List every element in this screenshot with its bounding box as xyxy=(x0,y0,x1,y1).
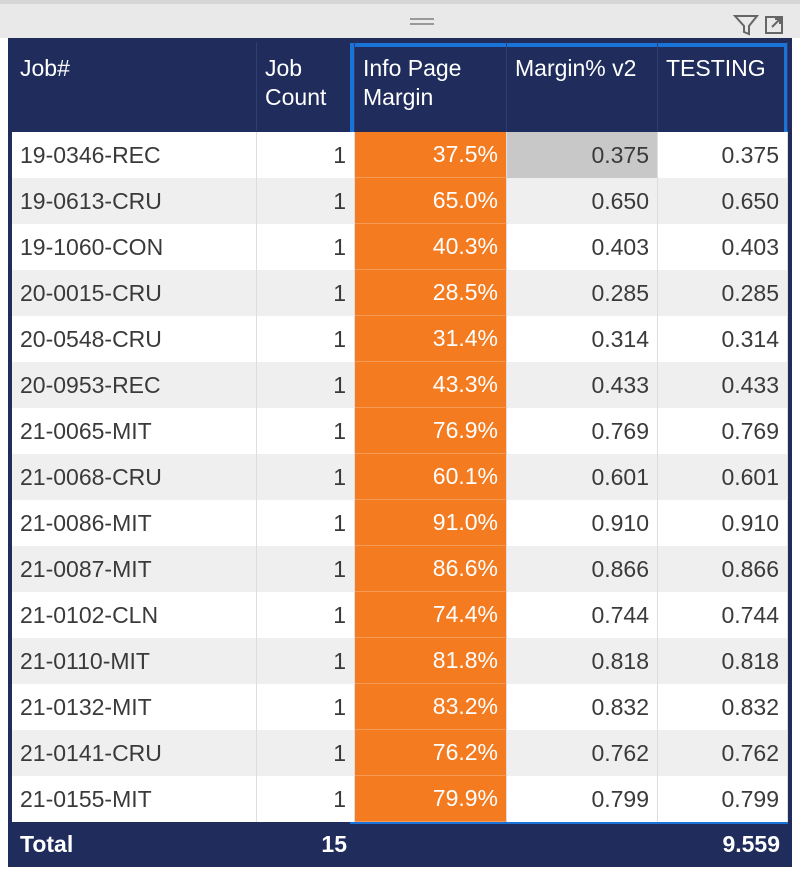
table-cell: 0.744 xyxy=(507,592,658,638)
table-cell: 60.1% xyxy=(355,454,507,500)
table-cell: 1 xyxy=(257,592,355,638)
table-cell: 1 xyxy=(257,546,355,592)
table-cell: 1 xyxy=(257,224,355,270)
total-label: Total xyxy=(20,830,74,857)
table-cell: 0.799 xyxy=(658,776,788,822)
table-cell: 19-0613-CRU xyxy=(12,178,257,224)
column-header: Job# xyxy=(12,42,257,131)
table-cell: 0.769 xyxy=(658,408,788,454)
table-cell: 1 xyxy=(257,178,355,224)
table-cell: 0.832 xyxy=(658,684,788,730)
table-cell: 79.9% xyxy=(355,776,507,822)
table-cell: 0.744 xyxy=(658,592,788,638)
total-job-count: 15 xyxy=(321,830,347,857)
table-cell: 28.5% xyxy=(355,270,507,316)
table-cell: 0.866 xyxy=(658,546,788,592)
table-cell: 0.650 xyxy=(658,178,788,224)
table-cell: 0.314 xyxy=(658,316,788,362)
visual-header xyxy=(0,0,800,38)
table-cell: 0.866 xyxy=(507,546,658,592)
table-cell: 21-0065-MIT xyxy=(12,408,257,454)
table-cell: 43.3% xyxy=(355,362,507,408)
table-cell: 21-0155-MIT xyxy=(12,776,257,822)
table-cell: 0.403 xyxy=(658,224,788,270)
table-cell: 0.601 xyxy=(507,454,658,500)
table-cell: 21-0110-MIT xyxy=(12,638,257,684)
table-cell: 0.910 xyxy=(658,500,788,546)
table-cell: 0.314 xyxy=(507,316,658,362)
table-cell: 76.2% xyxy=(355,730,507,776)
table-cell: 65.0% xyxy=(355,178,507,224)
table-cell: 0.818 xyxy=(507,638,658,684)
table-cell: 0.375 xyxy=(507,132,658,178)
table-cell: 0.433 xyxy=(507,362,658,408)
table-cell: 0.285 xyxy=(658,270,788,316)
table-cell: 20-0548-CRU xyxy=(12,316,257,362)
table-cell: 81.8% xyxy=(355,638,507,684)
table-cell: 20-0015-CRU xyxy=(12,270,257,316)
total-testing: 9.559 xyxy=(722,830,780,857)
table-cell: 20-0953-REC xyxy=(12,362,257,408)
table-cell: 0.762 xyxy=(507,730,658,776)
table-cell: 19-0346-REC xyxy=(12,132,257,178)
header-icons xyxy=(410,15,783,36)
table-cell: 0.832 xyxy=(507,684,658,730)
table-cell: 0.433 xyxy=(658,362,788,408)
table-cell: 0.403 xyxy=(507,224,658,270)
table-cell: 1 xyxy=(257,454,355,500)
table-cell: 1 xyxy=(257,776,355,822)
column-header: Info Page Margin xyxy=(355,42,507,131)
table-cell: 1 xyxy=(257,362,355,408)
table-cell: 0.601 xyxy=(658,454,788,500)
table-cell: 1 xyxy=(257,316,355,362)
table-cell: 74.4% xyxy=(355,592,507,638)
table-cell: 86.6% xyxy=(355,546,507,592)
table-cell: 40.3% xyxy=(355,224,507,270)
table-cell: 21-0068-CRU xyxy=(12,454,257,500)
table-cell: 21-0086-MIT xyxy=(12,500,257,546)
column-header: Job Count xyxy=(257,42,355,131)
table-cell: 1 xyxy=(257,132,355,178)
table-cell: 0.375 xyxy=(658,132,788,178)
table-cell: 1 xyxy=(257,730,355,776)
table-cell: 37.5% xyxy=(355,132,507,178)
table-cell: 31.4% xyxy=(355,316,507,362)
table-cell: 0.650 xyxy=(507,178,658,224)
table-cell: 0.769 xyxy=(507,408,658,454)
table-cell: 21-0141-CRU xyxy=(12,730,257,776)
table-cell: 1 xyxy=(257,684,355,730)
table-cell: 0.910 xyxy=(507,500,658,546)
table-cell: 1 xyxy=(257,408,355,454)
table-cell: 0.285 xyxy=(507,270,658,316)
column-header: TESTING xyxy=(658,42,788,131)
table-cell: 0.762 xyxy=(658,730,788,776)
table-cell: 1 xyxy=(257,270,355,316)
table-cell: 21-0087-MIT xyxy=(12,546,257,592)
table-cell: 21-0102-CLN xyxy=(12,592,257,638)
table-cell: 83.2% xyxy=(355,684,507,730)
table-cell: 1 xyxy=(257,500,355,546)
table-cell: 1 xyxy=(257,638,355,684)
column-header: Margin% v2 xyxy=(507,42,658,131)
table-cell: 0.799 xyxy=(507,776,658,822)
table-cell: 0.818 xyxy=(658,638,788,684)
table-cell: 19-1060-CON xyxy=(12,224,257,270)
table-cell: 21-0132-MIT xyxy=(12,684,257,730)
table-cell: 76.9% xyxy=(355,408,507,454)
table-cell: 91.0% xyxy=(355,500,507,546)
